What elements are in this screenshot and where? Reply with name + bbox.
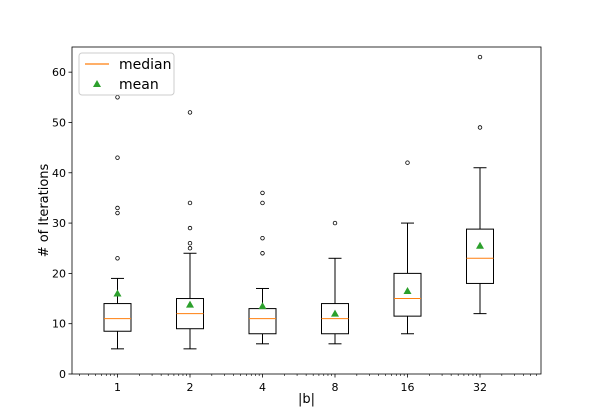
outlier-point [260, 200, 265, 206]
y-tick-label: 60 [52, 66, 66, 79]
axes-frame [71, 46, 542, 375]
outlier-point [260, 251, 265, 256]
outlier-point [115, 205, 120, 211]
mean-marker [258, 302, 267, 310]
plot-area [71, 46, 542, 375]
outlier-point [332, 220, 338, 226]
legend-mean-swatch [93, 80, 101, 87]
outlier-point [115, 155, 120, 160]
box-4 [248, 190, 277, 345]
x-tick-label: 4 [259, 381, 266, 394]
box-8 [321, 220, 349, 345]
outlier-point [405, 160, 410, 165]
x-tick-label: 16 [401, 381, 415, 394]
y-tick-label: 10 [52, 318, 66, 331]
y-tick-label: 30 [52, 217, 66, 230]
iqr-box [466, 228, 494, 284]
outlier-point [187, 240, 193, 246]
mean-marker [113, 289, 122, 297]
outlier-point [115, 95, 120, 100]
x-tick-label: 8 [332, 381, 339, 394]
outlier-point [187, 110, 193, 115]
x-axis: 1 2 4 8 16 32 [79, 374, 537, 394]
box-16 [393, 160, 422, 335]
box-2 [176, 110, 204, 350]
outlier-point [260, 235, 265, 241]
iqr-box [248, 308, 277, 335]
outlier-point [260, 190, 265, 196]
mean-marker [476, 241, 484, 249]
y-axis: 0 10 20 30 40 50 60 [52, 66, 72, 381]
mean-marker [186, 300, 194, 308]
y-axis-label: # of Iterations [37, 163, 52, 257]
iqr-box [393, 272, 422, 317]
y-tick-label: 50 [52, 116, 66, 129]
y-tick-label: 20 [52, 267, 66, 280]
x-tick-label: 1 [114, 381, 121, 394]
y-tick-label: 40 [52, 167, 66, 180]
outlier-point [187, 246, 193, 251]
box-32 [466, 54, 494, 315]
mean-marker [331, 309, 339, 317]
x-tick-label: 32 [473, 381, 487, 394]
mean-marker [403, 286, 412, 294]
iqr-box [103, 303, 132, 332]
outlier-point [477, 125, 483, 130]
x-axis-label: |b| [298, 392, 315, 407]
outlier-point [115, 210, 120, 216]
x-tick-label: 2 [187, 381, 194, 394]
outlier-point [115, 256, 120, 261]
outlier-point [187, 200, 193, 206]
legend-median-label: median [119, 57, 171, 73]
legend: median mean [78, 52, 175, 96]
outlier-point [187, 225, 193, 231]
outlier-point [477, 54, 483, 60]
box-1 [103, 95, 132, 350]
legend-mean-label: mean [119, 77, 159, 93]
y-tick-label: 0 [59, 368, 66, 381]
